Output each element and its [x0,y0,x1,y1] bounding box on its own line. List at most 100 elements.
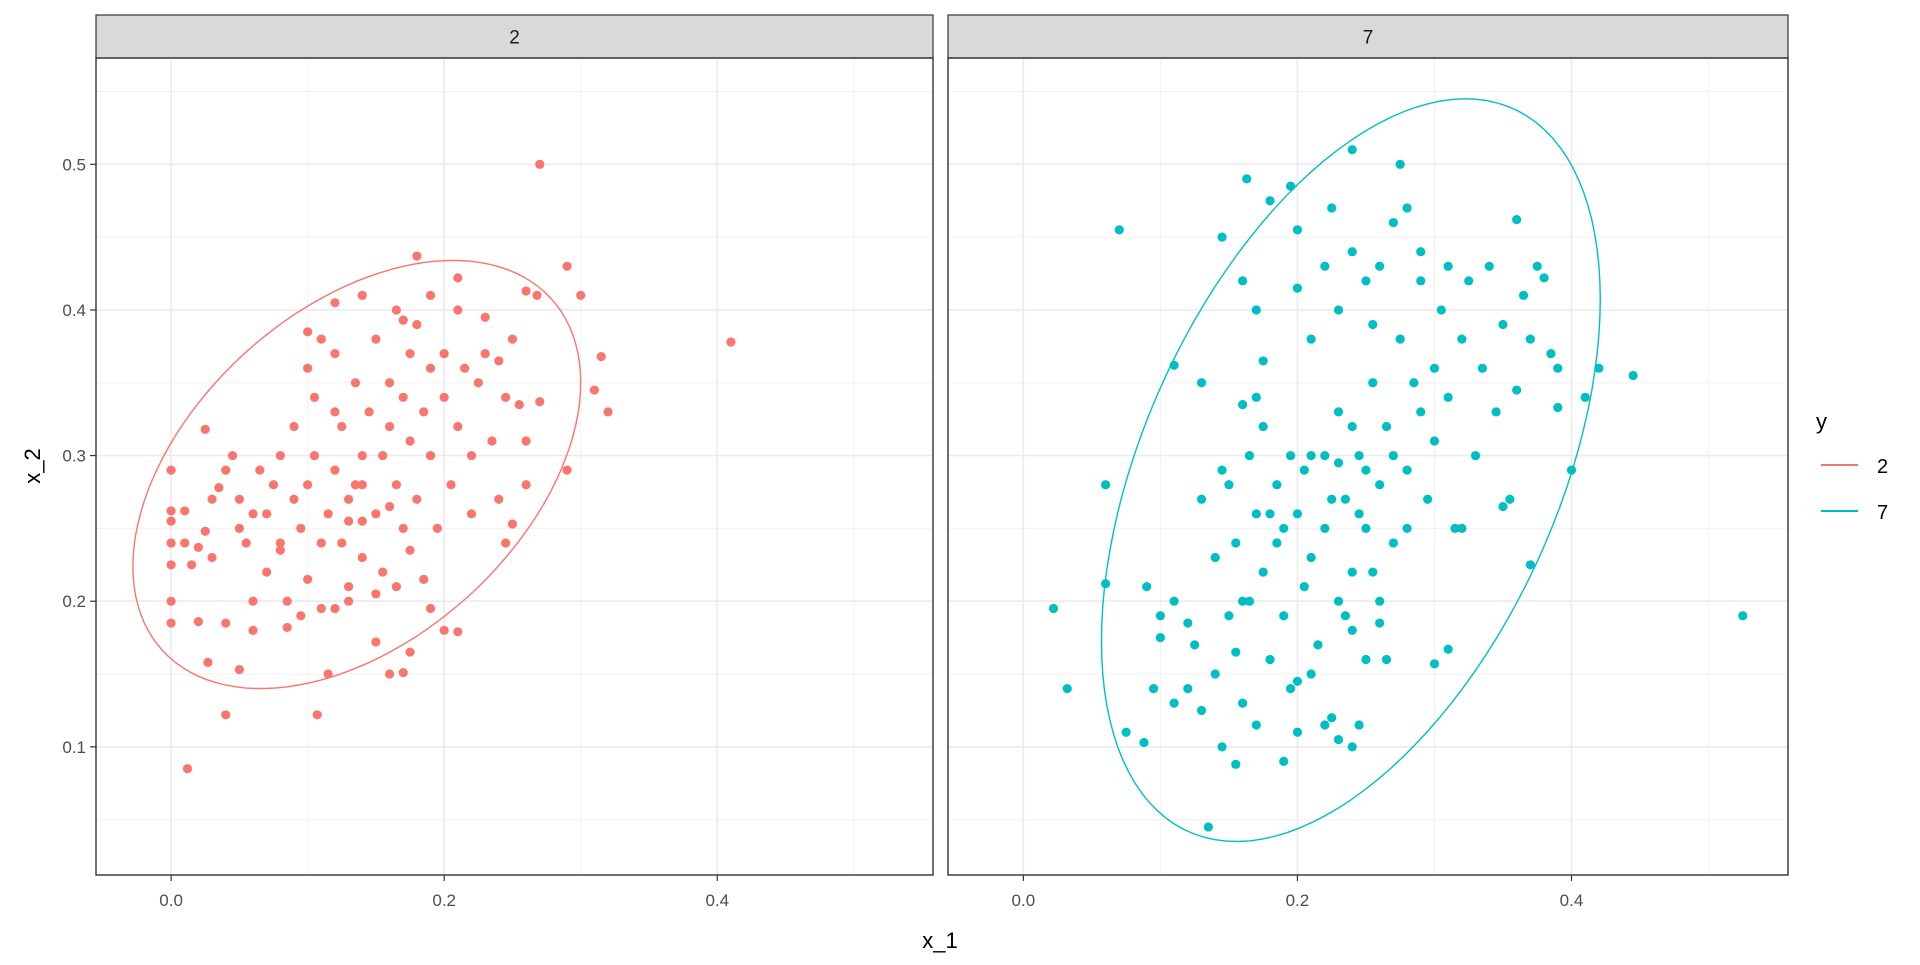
data-point [1285,450,1296,461]
data-point [507,334,518,344]
data-point [1272,538,1282,548]
data-point [1155,611,1165,621]
data-point [1518,290,1529,300]
data-point [398,523,408,533]
data-point [1347,567,1357,577]
data-point [1333,458,1344,468]
data-point [186,560,197,570]
data-point [241,538,251,548]
data-point [1100,480,1111,490]
x-tick-label: 0.4 [705,891,729,910]
legend-title: y [1816,409,1827,434]
data-point [1048,603,1059,614]
data-point [1169,698,1179,708]
data-point [1279,756,1289,767]
x-axis-title: x_1 [922,928,957,953]
data-point [1217,465,1227,475]
data-point [466,509,477,519]
data-point [425,363,436,373]
data-point [391,582,401,592]
y-tick-label: 0.2 [62,592,86,611]
data-point [405,349,415,359]
data-point [1429,659,1440,669]
data-point [1553,363,1563,373]
data-point [166,596,176,606]
data-point [371,509,381,519]
data-point [425,603,436,614]
data-point [262,509,272,519]
confidence-ellipse [132,259,582,690]
data-point [1148,683,1159,694]
data-point [371,637,381,647]
data-point [1231,759,1241,769]
data-point [275,545,285,555]
y-tick-label: 0.1 [62,738,86,757]
data-point [1190,640,1200,650]
data-point [1251,509,1261,519]
data-point [1539,273,1549,283]
data-point [1196,494,1207,504]
data-point [1320,720,1330,730]
data-point [1375,261,1385,271]
data-point [330,603,340,614]
data-point [180,538,190,548]
data-point [562,261,572,271]
data-point [1580,392,1590,402]
data-point [1327,203,1337,213]
data-point [487,436,497,446]
data-point [1347,247,1357,257]
data-point [166,560,176,570]
data-point [330,465,340,475]
data-point [1395,159,1405,169]
data-point [535,397,545,407]
data-point [1251,392,1261,402]
data-point [1340,611,1350,621]
data-point [532,290,542,300]
data-point [1196,378,1207,388]
data-point [391,305,401,315]
data-point [1169,596,1179,606]
y-tick-label: 0.3 [62,447,86,466]
data-point [1142,582,1152,592]
data-point [1361,465,1371,475]
data-point [1279,611,1289,621]
data-point [1299,465,1309,475]
data-point [1347,145,1357,155]
data-point [1443,392,1453,402]
data-point [1217,742,1227,752]
data-point [193,542,204,552]
x-tick-label: 0.2 [432,891,456,910]
y-tick-label: 0.4 [62,301,86,320]
data-point [1320,261,1330,271]
facet-strip-label: 7 [1363,28,1374,49]
data-point [1546,349,1556,359]
data-point [1231,538,1241,548]
data-point [344,596,354,606]
data-point [1354,450,1364,461]
data-point [1320,450,1330,461]
data-point [1395,334,1405,344]
data-point [1242,174,1252,184]
data-point [501,392,511,402]
data-point [323,669,333,679]
data-point [1416,276,1426,286]
data-point [309,450,320,461]
data-point [1464,276,1474,286]
data-point [1306,669,1316,679]
data-point [200,526,210,536]
data-point [726,337,736,347]
data-point [1375,596,1385,606]
data-point [1450,523,1460,533]
data-point [330,407,340,417]
data-point [1258,567,1268,577]
data-point [193,616,204,627]
data-point [1183,618,1193,628]
panel-border [947,57,1789,876]
data-point [1244,596,1255,606]
data-point [1210,552,1220,563]
data-point [1139,737,1149,748]
data-point [1285,181,1296,191]
data-point [323,509,333,519]
data-point [312,710,322,720]
